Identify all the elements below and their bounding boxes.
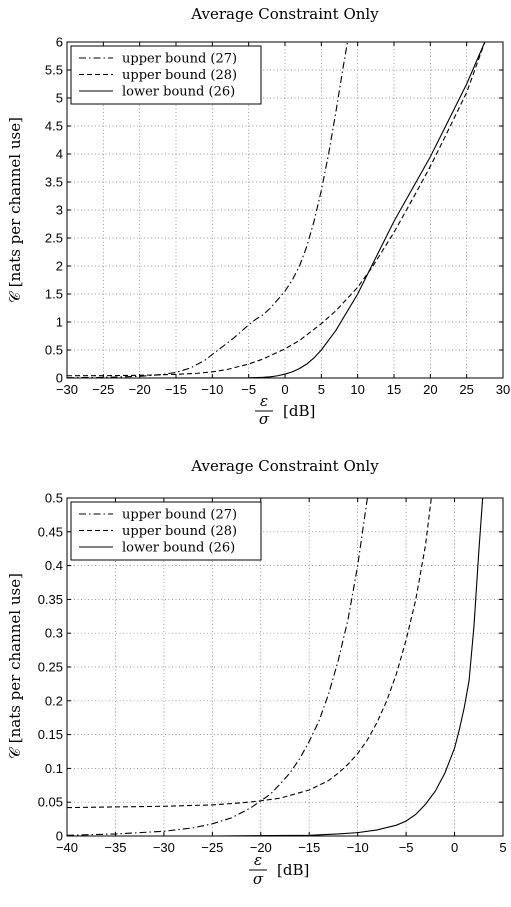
x-tick-label: −10 — [201, 382, 223, 397]
y-tick-label: 0 — [56, 371, 63, 386]
x-tick-label: 30 — [496, 382, 510, 397]
y-tick-label: 3 — [56, 203, 63, 218]
x-tick-label: −40 — [56, 840, 78, 855]
y-tick-label: 1 — [56, 315, 63, 330]
y-axis-label: 𝒞 [nats per channel use] — [6, 117, 24, 303]
x-tick-label: −30 — [56, 382, 78, 397]
x-tick-label: 5 — [499, 840, 506, 855]
y-tick-label: 0.5 — [45, 491, 63, 506]
series-line-2 — [67, 498, 484, 836]
x-tick-label: −25 — [201, 840, 223, 855]
ticks: −40 −35 −30 −25 −20 −15 −10 −5 0 5 0 0.05 0.1 0.15 0.2… — [38, 491, 507, 856]
legend-label: upper bound (27) — [122, 508, 237, 523]
legend: upper bound (27)upper bound (28) lower bo… — [70, 501, 262, 561]
y-tick-label: 0.5 — [45, 343, 63, 358]
y-tick-label: 0.35 — [38, 592, 63, 607]
x-tick-label: −25 — [92, 382, 114, 397]
y-tick-label: 2 — [56, 259, 63, 274]
x-tick-label: −35 — [104, 840, 126, 855]
x-axis-label: ε σ [dB] — [249, 851, 309, 888]
legend: upper bound (27)upper bound (28) lower bo… — [70, 45, 262, 105]
x-label-numerator: ε — [260, 392, 268, 410]
x-tick-label: −10 — [347, 840, 369, 855]
y-tick-label: 0.05 — [38, 795, 63, 810]
x-label-denominator: σ — [253, 870, 264, 888]
x-tick-label: 0 — [281, 382, 288, 397]
y-tick-label: 4 — [56, 147, 63, 162]
chart-title: Average Constraint Only — [190, 5, 379, 23]
y-axis-label: 𝒞 [nats per channel use] — [6, 573, 24, 759]
x-tick-label: −5 — [241, 382, 256, 397]
legend-box — [70, 45, 262, 105]
y-tick-label: 0.15 — [38, 727, 63, 742]
legend-box — [70, 501, 262, 561]
y-tick-label: 0.4 — [45, 558, 63, 573]
x-tick-label: −20 — [250, 840, 272, 855]
chart-capacity-wide-range: Average Constraint Only ε σ [dB] 𝒞 [nats… — [6, 5, 510, 428]
y-tick-label: 0 — [56, 829, 63, 844]
x-tick-label: 15 — [387, 382, 401, 397]
y-tick-label: 6 — [56, 35, 63, 50]
y-tick-label: 4.5 — [45, 119, 63, 134]
x-tick-label: 5 — [318, 382, 325, 397]
legend-label: upper bound (28) — [122, 68, 237, 83]
x-tick-label: −30 — [153, 840, 175, 855]
x-tick-label: −5 — [399, 840, 414, 855]
series-line-1 — [67, 42, 486, 377]
ticks: −30 −25 −20 −15 −10 −5 0 5 10 15 20 25 30 0 0.5 1 1.5 2 2.… — [45, 35, 510, 398]
x-tick-label: 10 — [350, 382, 364, 397]
legend-label: upper bound (27) — [122, 52, 237, 67]
chart-capacity-low-snr: Average Constraint Only ε σ [dB] 𝒞 [nats… — [6, 457, 507, 888]
x-label-numerator: ε — [254, 851, 262, 869]
plot-frame — [66, 41, 504, 379]
x-tick-label: −20 — [129, 382, 151, 397]
x-tick-label: 0 — [451, 840, 458, 855]
legend-label: lower bound (26) — [122, 85, 235, 100]
x-tick-label: −15 — [298, 840, 320, 855]
y-tick-label: 0.45 — [38, 524, 63, 539]
y-tick-label: 3.5 — [45, 175, 63, 190]
y-tick-label: 0.25 — [38, 660, 63, 675]
y-tick-label: 5 — [56, 91, 63, 106]
x-tick-label: 20 — [423, 382, 437, 397]
y-tick-label: 0.1 — [45, 761, 63, 776]
y-tick-label: 2.5 — [45, 231, 63, 246]
x-tick-label: 25 — [459, 382, 473, 397]
plot-frame — [66, 497, 504, 837]
x-label-unit: [dB] — [283, 402, 315, 420]
chart-title: Average Constraint Only — [190, 457, 379, 475]
y-tick-label: 0.3 — [45, 626, 63, 641]
legend-label: lower bound (26) — [122, 541, 235, 556]
x-tick-label: −15 — [165, 382, 187, 397]
series-line-1 — [67, 498, 432, 809]
legend-label: upper bound (28) — [122, 524, 237, 539]
series-line-0 — [67, 42, 349, 378]
x-label-unit: [dB] — [277, 861, 309, 879]
y-tick-label: 5.5 — [45, 63, 63, 78]
x-axis-label: ε σ [dB] — [255, 392, 315, 428]
series — [67, 498, 484, 836]
series-line-0 — [67, 498, 368, 836]
x-label-denominator: σ — [259, 410, 270, 428]
y-tick-label: 1.5 — [45, 287, 63, 302]
y-tick-label: 0.2 — [45, 693, 63, 708]
